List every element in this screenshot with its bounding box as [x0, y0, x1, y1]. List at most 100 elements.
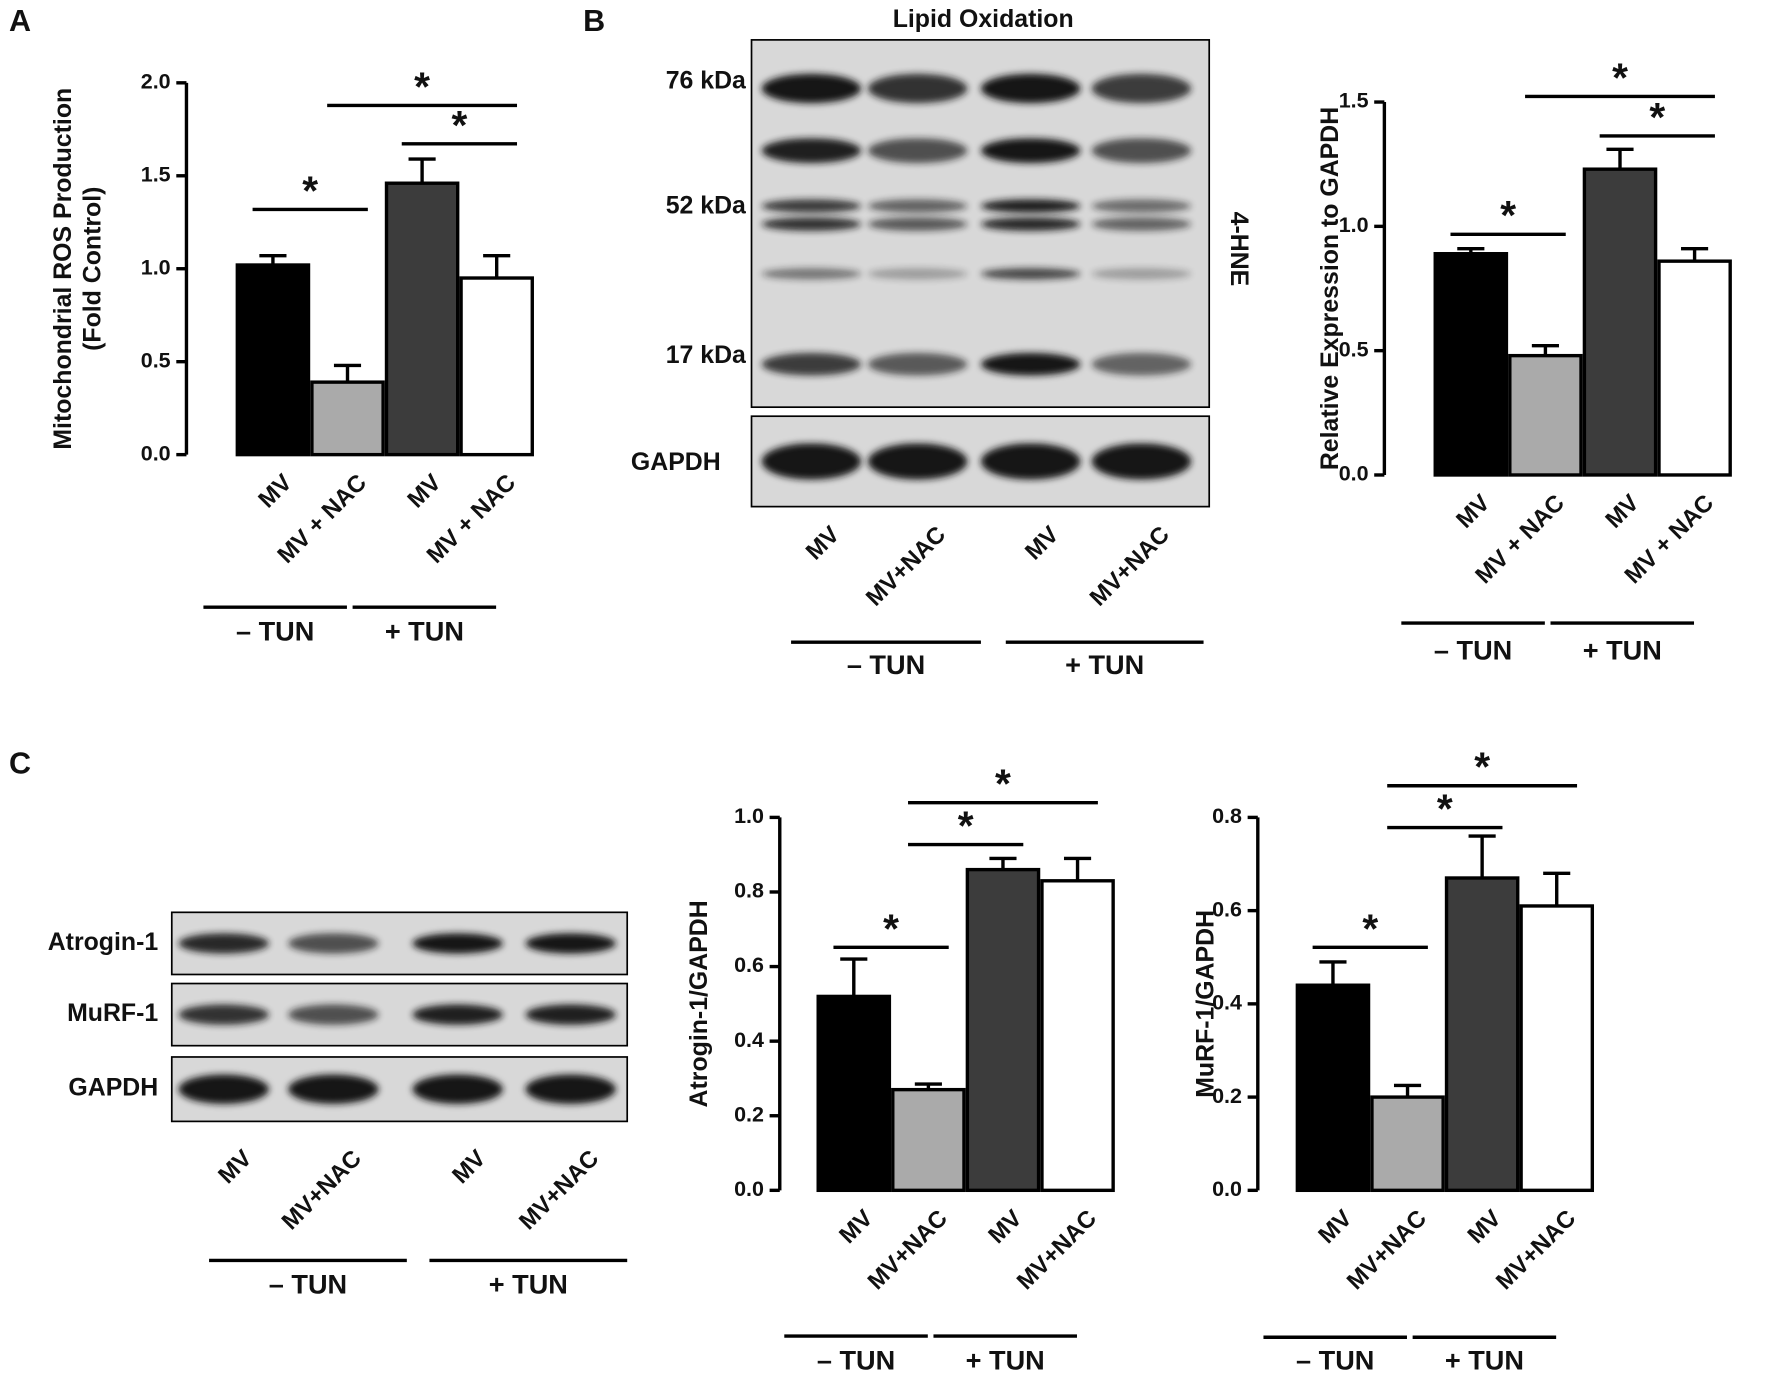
bar	[235, 263, 311, 457]
x-tick-label: MV+NAC	[1342, 1205, 1432, 1295]
y-tick-label: 0.8	[1212, 804, 1242, 828]
y-tick-label: 0.4	[1212, 991, 1242, 1015]
blot-band	[867, 138, 968, 164]
group-label: + TUN	[1065, 649, 1144, 680]
lane-label: MV+NAC	[861, 522, 951, 612]
bar	[310, 380, 385, 457]
y-tick-label: 1.0	[141, 255, 171, 279]
y-tick-label: 0.8	[734, 879, 764, 903]
lane-label: MV	[1021, 522, 1065, 566]
blot-band	[1091, 217, 1192, 231]
row-label: Atrogin-1	[48, 928, 159, 956]
group-label: + TUN	[966, 1344, 1045, 1375]
blot-band	[980, 352, 1081, 376]
blot-band	[980, 217, 1081, 231]
x-tick-label: MV	[1314, 1205, 1358, 1249]
group-label: + TUN	[1583, 635, 1662, 666]
blot-band	[761, 138, 862, 164]
y-tick-label: 0.5	[1339, 337, 1369, 361]
y-tick-label: 0.6	[734, 953, 764, 977]
x-tick-label: MV	[984, 1205, 1028, 1249]
bar	[459, 276, 534, 457]
bar	[1582, 167, 1658, 477]
blot-band	[1091, 268, 1192, 280]
y-tick-label: 0.4	[734, 1028, 764, 1052]
marker-label: 17 kDa	[666, 341, 746, 369]
side-label: 4-HNE	[1225, 212, 1253, 287]
blot-band	[412, 1074, 503, 1104]
panel-label: C	[9, 746, 31, 780]
blot-title: Lipid Oxidation	[893, 5, 1074, 33]
marker-label: 52 kDa	[666, 192, 746, 220]
lane-label: MV+NAC	[277, 1146, 367, 1236]
group-label: – TUN	[1296, 1344, 1374, 1375]
blot-band	[980, 268, 1081, 280]
blot-band	[288, 1074, 379, 1104]
blot-band	[525, 933, 616, 954]
bar	[1295, 983, 1371, 1193]
bar	[1657, 259, 1732, 477]
y-tick-label: 0.6	[1212, 897, 1242, 921]
blot-band	[1091, 352, 1192, 376]
blot-band	[980, 73, 1081, 104]
blot-band	[761, 199, 862, 213]
blot-band	[1091, 443, 1192, 480]
group-label: – TUN	[236, 615, 314, 646]
x-tick-label: MV+NAC	[1012, 1205, 1102, 1295]
significance-label: *	[883, 905, 899, 951]
blot-band	[412, 1004, 503, 1025]
y-axis-label: Atrogin-1/GAPDH	[685, 900, 713, 1107]
significance-label: *	[1649, 94, 1665, 140]
group-label: – TUN	[269, 1269, 347, 1300]
significance-label: *	[414, 63, 430, 109]
y-tick-label: 0.0	[141, 441, 171, 465]
bar	[384, 181, 460, 457]
bar	[891, 1087, 966, 1193]
x-tick-label: MV	[403, 470, 447, 514]
marker-label: 76 kDa	[666, 66, 746, 94]
significance-label: *	[1612, 54, 1628, 100]
x-tick-label: MV	[1463, 1205, 1507, 1249]
bar	[1040, 879, 1115, 1193]
panel-label: A	[9, 4, 31, 38]
significance-label: *	[1437, 785, 1453, 831]
y-axis-label: Relative Expression to GAPDH	[1316, 107, 1344, 470]
group-label: – TUN	[847, 649, 925, 680]
y-axis-label: Mitochondrial ROS Production	[49, 88, 77, 450]
y-axis-label: (Fold Control)	[78, 187, 106, 351]
group-label: – TUN	[1434, 635, 1512, 666]
panel-label: B	[583, 4, 605, 38]
blot-band	[525, 1074, 616, 1104]
significance-label: *	[451, 102, 467, 148]
blot-band	[1091, 73, 1192, 104]
group-label: + TUN	[489, 1269, 568, 1300]
bar	[816, 994, 892, 1193]
significance-label: *	[1362, 905, 1378, 951]
blot-band	[412, 933, 503, 954]
significance-label: *	[302, 167, 318, 213]
lane-label: MV	[448, 1145, 492, 1189]
x-tick-label: MV	[835, 1205, 879, 1249]
y-tick-label: 1.5	[1339, 89, 1369, 113]
bar	[1519, 904, 1595, 1193]
blot-band	[288, 933, 379, 954]
y-tick-label: 0.0	[1339, 462, 1369, 486]
y-tick-label: 0.5	[141, 348, 171, 372]
bar	[1444, 876, 1520, 1193]
bar	[1508, 353, 1583, 477]
lane-label: MV	[801, 522, 845, 566]
lane-label: MV+NAC	[515, 1146, 605, 1236]
significance-label: *	[958, 802, 974, 848]
x-tick-label: MV+NAC	[1492, 1205, 1582, 1295]
blot-band	[178, 1004, 269, 1025]
loading-label: GAPDH	[631, 448, 721, 476]
group-label: + TUN	[1445, 1344, 1524, 1375]
blot-band	[867, 352, 968, 376]
blot-band	[980, 199, 1081, 213]
blot-band	[288, 1004, 379, 1025]
blot-band	[867, 73, 968, 104]
group-label: – TUN	[817, 1344, 895, 1375]
y-tick-label: 0.2	[1212, 1084, 1242, 1108]
blot-band	[525, 1004, 616, 1025]
significance-label: *	[1474, 744, 1490, 790]
